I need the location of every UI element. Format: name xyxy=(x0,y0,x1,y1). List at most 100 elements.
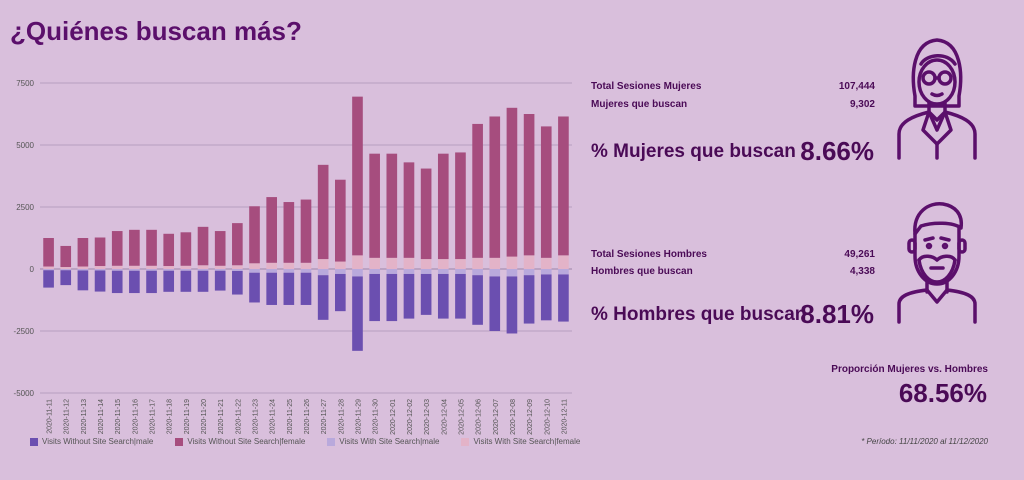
bar-male-with-search xyxy=(266,269,277,273)
bar-male-without-search xyxy=(523,275,535,324)
bar-male-with-search xyxy=(489,269,501,277)
x-tick-label: 2020-11-27 xyxy=(321,399,328,434)
bar-female-with-search xyxy=(472,257,483,269)
bar-male-with-search xyxy=(197,269,209,271)
bar-male-without-search xyxy=(300,272,312,305)
bar-male-with-search xyxy=(77,269,89,271)
bar-male-with-search xyxy=(403,269,415,274)
bar-female-without-search xyxy=(540,126,552,258)
x-tick-label: 2020-12-03 xyxy=(424,399,431,435)
x-tick-label: 2020-11-16 xyxy=(132,399,139,434)
bar-male-without-search xyxy=(214,270,226,291)
bar-male-with-search xyxy=(249,269,260,273)
stacked-bar-chart: 7500 5000 2500 0 -2500 -5000 2020-11-11 2020-11… xyxy=(14,79,572,435)
y-tick-label: 7500 xyxy=(16,79,34,88)
x-tick-label: 2020-11-18 xyxy=(167,399,174,434)
bar-male-without-search xyxy=(558,274,569,322)
legend-item-male-without[interactable]: Visits Without Site Search|male xyxy=(30,437,153,446)
bar-female-with-search xyxy=(163,266,175,269)
bar-female-with-search xyxy=(317,259,329,269)
women-pct-value: 8.66% xyxy=(800,136,874,166)
bar-female-without-search xyxy=(300,199,312,263)
bar-male-without-search xyxy=(489,276,501,331)
bar-male-with-search xyxy=(146,269,157,271)
x-tick-label: 2020-11-20 xyxy=(201,399,208,434)
x-tick-label: 2020-12-07 xyxy=(493,399,500,435)
period-note: * Período: 11/11/2020 al 11/12/2020 xyxy=(861,437,988,446)
bar-female-without-search xyxy=(472,123,483,258)
bar-male-with-search xyxy=(111,269,123,271)
bar-male-without-search xyxy=(540,274,552,321)
bar-male-with-search xyxy=(43,269,54,271)
bar-male-without-search xyxy=(43,270,54,288)
y-tick-label: -5000 xyxy=(14,389,35,398)
bar-female-without-search xyxy=(77,238,89,267)
x-tick-label: 2020-11-15 xyxy=(115,399,122,434)
bar-male-without-search xyxy=(129,270,140,294)
bar-male-without-search xyxy=(60,270,72,286)
bar-male-without-search xyxy=(232,270,243,295)
bar-male-without-search xyxy=(386,273,398,322)
women-sessions-value: 107,444 xyxy=(838,81,875,92)
legend-item-female-without[interactable]: Visits Without Site Search|female xyxy=(175,437,305,446)
bar-female-with-search xyxy=(77,266,89,269)
legend-label: Visits With Site Search|male xyxy=(339,437,440,446)
x-tick-label: 2020-12-09 xyxy=(527,399,534,435)
bar-female-without-search xyxy=(94,237,106,267)
legend-label: Visits Without Site Search|male xyxy=(42,437,154,446)
ratio-value: 68.56% xyxy=(898,378,987,408)
bar-female-without-search xyxy=(506,107,518,257)
bar-female-with-search xyxy=(352,255,363,269)
bar-male-without-search xyxy=(283,272,295,305)
x-tick-label: 2020-11-17 xyxy=(150,399,157,434)
bar-female-without-search xyxy=(455,152,466,260)
x-tick-label: 2020-11-14 xyxy=(98,399,105,434)
x-tick-label: 2020-12-02 xyxy=(407,399,414,435)
bar-female-without-search xyxy=(232,223,243,266)
legend-label: Visits With Site Search|female xyxy=(473,437,581,446)
legend-item-female-with[interactable]: Visits With Site Search|female xyxy=(461,437,580,446)
bar-male-without-search xyxy=(317,275,329,320)
x-tick-label: 2020-11-21 xyxy=(218,399,225,434)
bar-female-without-search xyxy=(283,202,295,263)
bar-female-with-search xyxy=(300,262,312,269)
bar-male-with-search xyxy=(300,269,312,273)
bar-female-with-search xyxy=(232,265,243,269)
bar-male-without-search xyxy=(249,272,260,303)
x-tick-label: 2020-12-05 xyxy=(458,399,465,435)
x-tick-label: 2020-12-10 xyxy=(544,399,551,435)
bar-female-without-search xyxy=(437,153,449,260)
bar-female-with-search xyxy=(558,255,569,269)
bar-male-with-search xyxy=(60,269,72,271)
legend-item-male-with[interactable]: Visits With Site Search|male xyxy=(327,437,439,446)
x-tick-label: 2020-11-25 xyxy=(287,399,294,434)
bar-female-with-search xyxy=(335,261,346,269)
women-sessions-label: Total Sesiones Mujeres xyxy=(591,81,702,92)
men-search-value: 4,338 xyxy=(849,266,875,277)
bar-female-with-search xyxy=(60,267,72,269)
bar-male-with-search xyxy=(523,269,535,276)
bar-female-with-search xyxy=(403,257,415,269)
bar-female-with-search xyxy=(386,257,398,269)
bar-female-without-search xyxy=(111,231,123,266)
bar-male-with-search xyxy=(317,269,329,276)
bar-male-with-search xyxy=(540,269,552,275)
bar-female-without-search xyxy=(43,238,54,267)
bar-male-with-search xyxy=(335,269,346,274)
x-tick-label: 2020-12-11 xyxy=(561,399,568,434)
bar-male-without-search xyxy=(455,273,466,319)
bar-female-without-search xyxy=(386,153,398,258)
bar-male-with-search xyxy=(129,269,140,271)
bar-male-with-search xyxy=(214,269,226,271)
women-pct-label: % Mujeres que buscan xyxy=(591,141,796,162)
bar-female-with-search xyxy=(283,262,295,269)
chart-legend: Visits Without Site Search|male Visits W… xyxy=(30,437,580,446)
legend-swatch-female-without xyxy=(175,437,184,446)
man-avatar-icon xyxy=(897,202,977,324)
x-tick-label: 2020-11-13 xyxy=(81,399,88,434)
bar-female-with-search xyxy=(129,265,140,269)
bar-male-without-search xyxy=(335,273,346,312)
bar-male-with-search xyxy=(386,269,398,274)
x-tick-label: 2020-12-06 xyxy=(476,399,483,435)
bar-female-without-search xyxy=(352,96,363,256)
